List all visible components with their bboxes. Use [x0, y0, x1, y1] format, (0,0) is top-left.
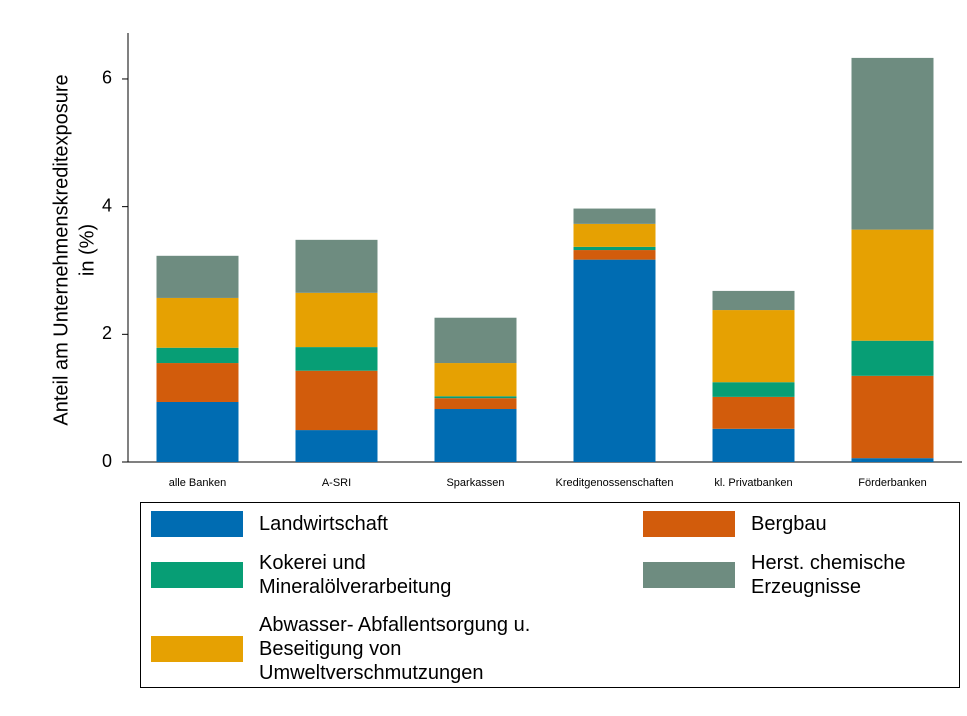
bar-segment [295, 239, 378, 293]
bar-segment [156, 297, 239, 348]
y-axis-title: Anteil am Unternehmenskreditexposure in … [50, 74, 98, 425]
legend-label: Landwirtschaft [259, 513, 388, 535]
x-tick-label: Kreditgenossenschaften [555, 477, 673, 489]
bar-segment [573, 223, 656, 247]
bar-segment [434, 409, 517, 462]
bar-segment [712, 310, 795, 383]
bar-segment [295, 430, 378, 462]
y-tick-label: 4 [102, 195, 112, 215]
y-tick-label: 0 [102, 451, 112, 471]
bar-segment [156, 347, 239, 364]
bar-segment [712, 428, 795, 462]
bar-segment [573, 259, 656, 462]
bar-segment [573, 246, 656, 251]
x-tick-label: alle Banken [169, 477, 227, 489]
bar-segment [156, 401, 239, 462]
bar-segment [156, 363, 239, 402]
bar-segment [573, 250, 656, 260]
bar-segment [295, 370, 378, 431]
bar-segment [712, 396, 795, 429]
legend-label: Abwasser- Abfallentsorgung u. Beseitigun… [259, 614, 531, 684]
bar-segment [295, 347, 378, 371]
bar-segment [712, 382, 795, 397]
y-tick-label: 2 [102, 323, 112, 343]
bar-segment [434, 398, 517, 410]
legend-label: Kokerei und Mineralölverarbeitung [259, 552, 452, 598]
y-axis-title-line: in (%) [76, 224, 98, 276]
bar-segment [156, 255, 239, 298]
legend-item: Kokerei und Mineralölverarbeitung [141, 551, 633, 599]
bar-segment [851, 375, 934, 459]
legend-item: Abwasser- Abfallentsorgung u. Beseitigun… [141, 613, 633, 685]
legend-label: Herst. chemische Erzeugnisse [751, 552, 906, 598]
bar-segment [295, 292, 378, 348]
legend-label: Bergbau [751, 513, 827, 535]
bar-segment [851, 458, 934, 462]
bar-segment [851, 229, 934, 341]
x-tick-label: kl. Privatbanken [714, 477, 792, 489]
y-tick-label: 6 [102, 68, 112, 88]
legend: Landwirtschaft Bergbau Kokerei und Mineral… [140, 502, 960, 688]
bar-segment [851, 57, 934, 230]
bar-segment [434, 317, 517, 364]
x-tick-label: A-SRI [322, 477, 351, 489]
legend-swatch [643, 562, 735, 588]
legend-item: Landwirtschaft [141, 511, 633, 537]
bar-segment [434, 396, 517, 399]
bar-segment [712, 290, 795, 311]
x-tick-label: Förderbanken [858, 477, 927, 489]
x-tick-label: Sparkassen [446, 477, 504, 489]
legend-item: Bergbau [633, 511, 961, 537]
legend-swatch [151, 636, 243, 662]
legend-item: Herst. chemische Erzeugnisse [633, 551, 961, 599]
bar-segment [851, 340, 934, 376]
bar-segment [434, 363, 517, 397]
legend-swatch [151, 562, 243, 588]
legend-swatch [643, 511, 735, 537]
bar-segment [573, 208, 656, 224]
y-axis-title-line: Anteil am Unternehmenskreditexposure [50, 74, 72, 425]
legend-swatch [151, 511, 243, 537]
